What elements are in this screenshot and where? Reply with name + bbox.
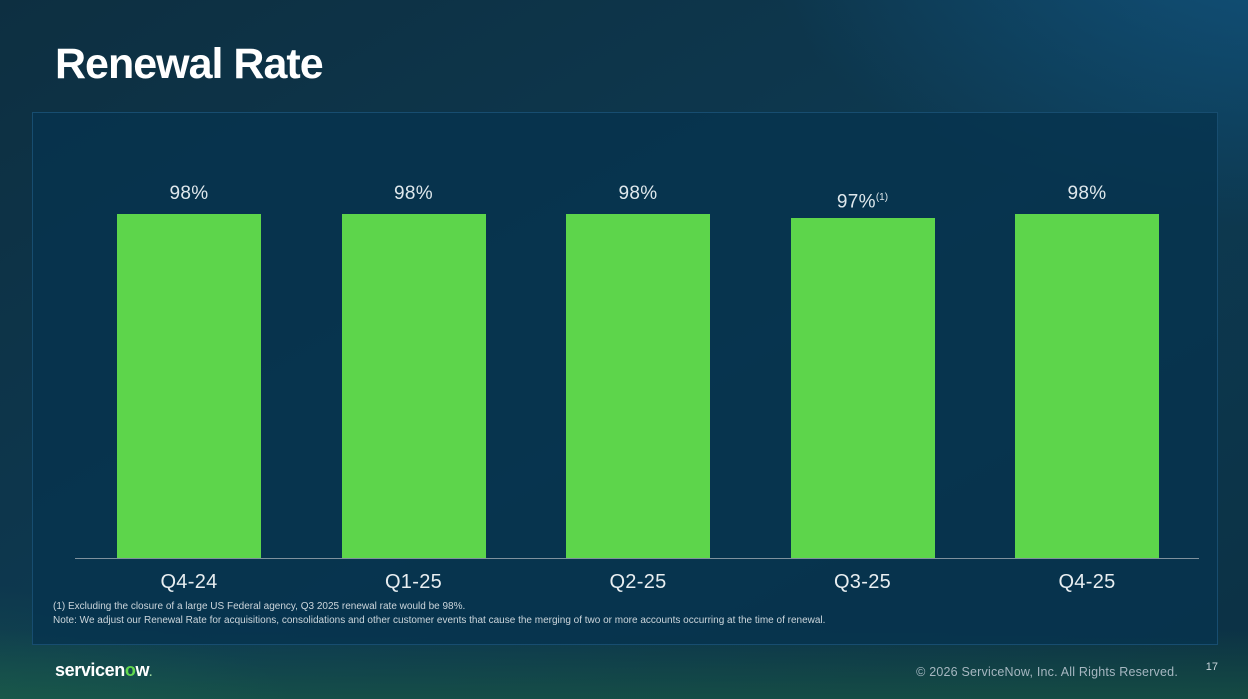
chart-panel: 98% Q4-24 98% Q1-25 98% Q2-25 97%(1) Q3-25 98% Q4… <box>32 112 1218 645</box>
page-number: 17 <box>1205 661 1218 673</box>
x-tick-label: Q4-25 <box>1058 571 1116 593</box>
logo-text-prefix: servicen <box>55 660 125 680</box>
x-tick-label: Q1-25 <box>384 571 443 593</box>
footnote-marker: (1) <box>875 192 889 203</box>
x-tick-label: Q4-24 <box>160 571 218 593</box>
bar-value-label: 98% <box>169 183 209 204</box>
bar-Q3-25 <box>790 218 935 558</box>
bar-value-label: 98% <box>1067 183 1107 204</box>
bar-Q2-25 <box>566 214 710 558</box>
bar-value-label: 98% <box>394 183 433 204</box>
logo-green-o: o <box>124 660 136 680</box>
copyright-text: © 2026 ServiceNow, Inc. All Rights Reser… <box>916 665 1178 679</box>
renewal-rate-bar-chart: 98% Q4-24 98% Q1-25 98% Q2-25 97%(1) Q3-25 98% Q4… <box>33 113 1217 644</box>
x-axis-line <box>75 558 1199 559</box>
servicenow-logo: servicenow. <box>55 660 152 681</box>
x-tick-label: Q3-25 <box>833 571 892 593</box>
bar-Q4-25 <box>1015 214 1159 558</box>
bar-value-label: 98% <box>618 183 658 204</box>
bar-Q4-24 <box>117 214 261 558</box>
x-tick-label: Q2-25 <box>609 571 667 593</box>
footnote-note: Note: We adjust our Renewal Rate for acq… <box>53 615 826 626</box>
footnotes: (1) Excluding the closure of a large US … <box>53 600 825 628</box>
bar-Q1-25 <box>341 214 486 558</box>
footnote-1: (1) Excluding the closure of a large US … <box>53 601 466 612</box>
bar-value-label: 97%(1) <box>836 191 889 213</box>
logo-trademark-dot: . <box>149 667 152 679</box>
page-title: Renewal Rate <box>55 40 324 88</box>
logo-text-suffix: w <box>135 660 150 680</box>
